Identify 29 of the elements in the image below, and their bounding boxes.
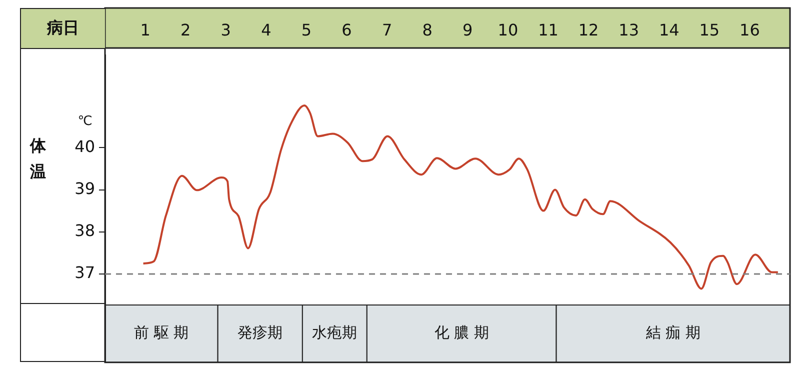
x-axis-title: 病日	[21, 9, 105, 49]
x-tick-label: 13	[618, 20, 640, 40]
x-tick-label: 3	[220, 20, 231, 40]
x-tick-label: 8	[422, 20, 432, 40]
x-tick-label: 2	[180, 20, 191, 40]
band-label: 発疹期	[238, 324, 283, 342]
x-tick-label: 12	[578, 20, 599, 40]
band-label: 水疱期	[312, 324, 358, 342]
line-series	[142, 104, 779, 290]
x-tick-label: 10	[498, 20, 518, 40]
x-tick-label: 16	[740, 20, 760, 40]
y-tick-label: 39	[74, 178, 95, 198]
x-tick-label: 1	[140, 20, 150, 40]
y-tick-label: 40	[74, 136, 95, 156]
x-tick-label: 5	[301, 20, 312, 40]
x-tick-label: 14	[658, 20, 680, 40]
band-label: 結 痂 期	[644, 324, 700, 342]
y-axis-title: 体温	[29, 136, 47, 182]
x-tick-label: 6	[342, 20, 352, 40]
y-tick-label: 37	[74, 263, 95, 282]
text: ℃	[78, 114, 92, 130]
band-label: 化 膿 期	[434, 324, 489, 342]
x-tick-label: 15	[699, 20, 720, 40]
band-label: 前 駆 期	[134, 324, 189, 342]
y-tick-label: 38	[74, 221, 95, 240]
x-tick-label: 11	[538, 20, 558, 40]
x-tick-label: 7	[382, 20, 392, 40]
x-tick-label: 4	[261, 20, 272, 40]
x-tick-label: 9	[462, 20, 473, 40]
